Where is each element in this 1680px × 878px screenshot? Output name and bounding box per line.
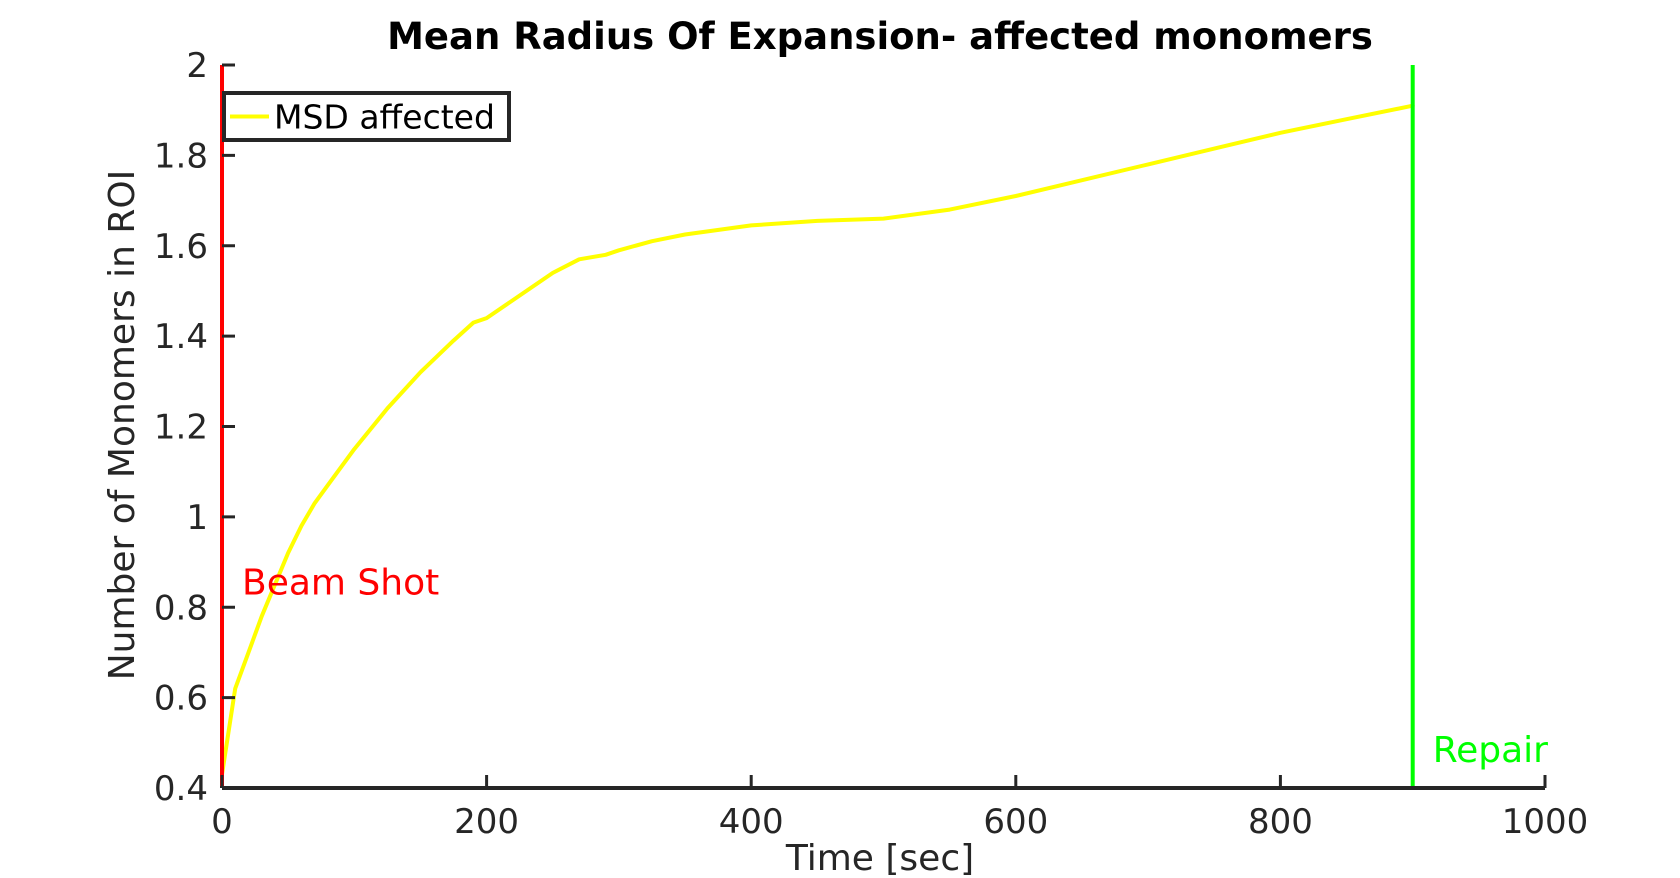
marker-label-1: Repair (1433, 730, 1548, 771)
y-tick-label: 0.8 (154, 588, 208, 628)
x-tick-label: 600 (983, 802, 1048, 842)
y-tick-label: 1.2 (154, 408, 208, 448)
legend-box (222, 91, 511, 142)
y-tick-label: 1.6 (154, 227, 208, 267)
series-layer (220, 103, 1415, 777)
legend-label: MSD affected (274, 98, 495, 137)
marker-label-0: Beam Shot (242, 563, 439, 604)
x-tick-label: 0 (211, 802, 233, 842)
y-tick-label: 2 (186, 46, 208, 86)
y-tick-label: 1.4 (154, 317, 208, 357)
y-tick-label: 1 (186, 498, 208, 538)
x-tick-label: 800 (1248, 802, 1313, 842)
legend: MSD affected (222, 91, 511, 142)
axes-layer (220, 65, 1545, 790)
ticks-layer: 0 200 400 600 800 1000 0.4 0.6 0.8 1 1.2 1.4 1.6 1.8 2 (154, 46, 1588, 842)
marker-layer: Beam Shot Repair (220, 65, 1548, 788)
x-tick-label: 1000 (1502, 802, 1589, 842)
y-axis-label: Number of Monomers in ROI (102, 170, 143, 681)
x-tick-label: 200 (454, 802, 519, 842)
y-tick-label: 0.6 (154, 679, 208, 719)
x-tick-label: 400 (719, 802, 784, 842)
chart-title: Mean Radius Of Expansion- affected monom… (387, 15, 1373, 58)
y-tick-label: 0.4 (154, 769, 208, 809)
series-line-0 (220, 103, 1415, 777)
x-axis-label: Time [sec] (785, 838, 974, 878)
y-tick-label: 1.8 (154, 136, 208, 176)
